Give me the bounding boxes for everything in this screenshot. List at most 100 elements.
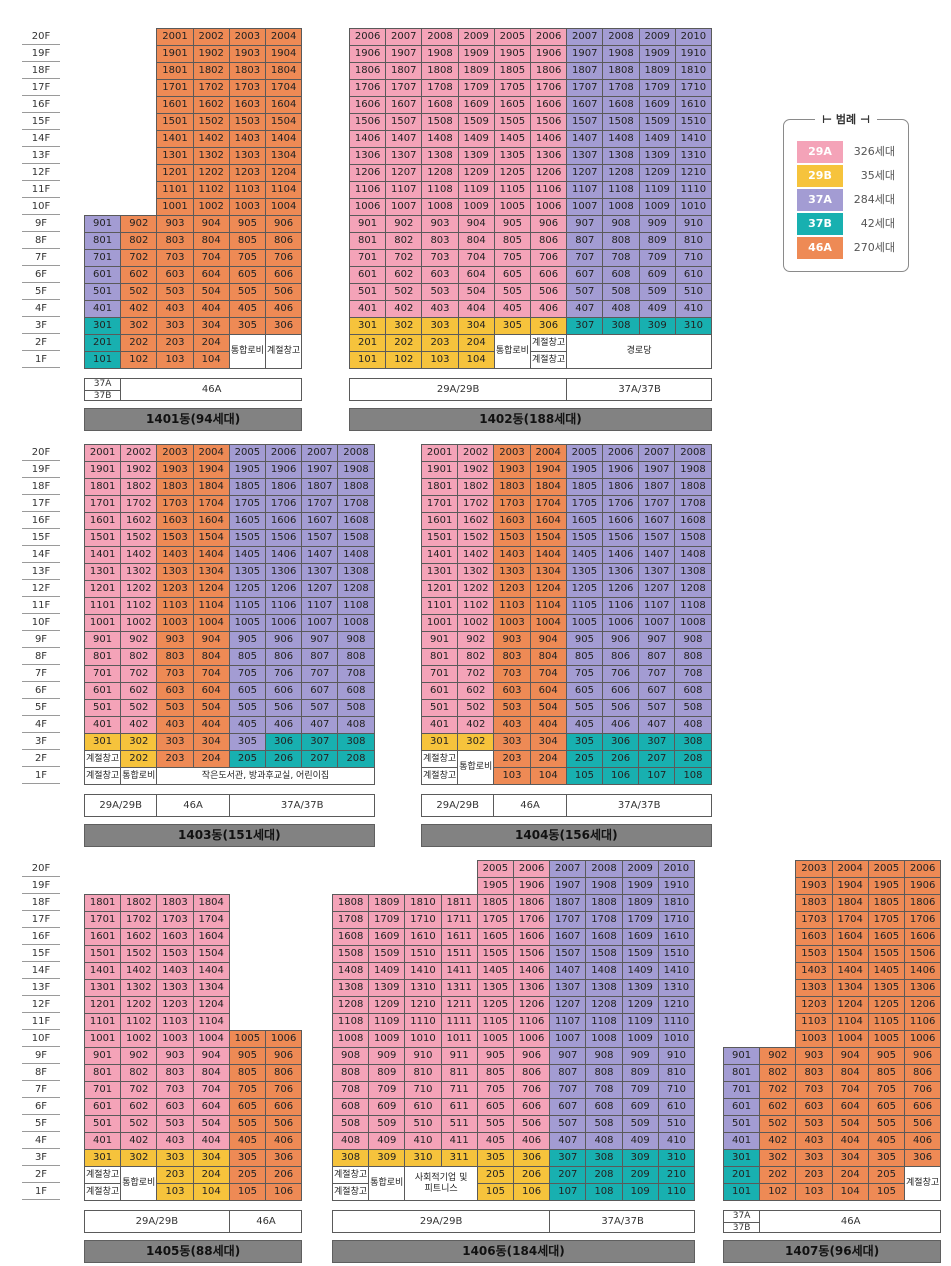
unit-cell[interactable]: 1004: [265, 198, 303, 216]
unit-cell[interactable]: 2009: [638, 28, 676, 46]
unit-cell[interactable]: 406: [265, 1132, 303, 1150]
unit-cell[interactable]: 1508: [674, 529, 712, 547]
unit-cell[interactable]: 802: [120, 648, 158, 666]
unit-cell[interactable]: 1207: [301, 580, 339, 598]
unit-cell[interactable]: 1003: [156, 1030, 194, 1048]
unit-cell[interactable]: 404: [831, 1132, 869, 1150]
unit-cell[interactable]: 1706: [602, 495, 640, 513]
unit-cell[interactable]: 1502: [120, 945, 158, 963]
unit-cell[interactable]: 306: [265, 733, 303, 751]
unit-cell[interactable]: 1504: [192, 529, 230, 547]
unit-cell[interactable]: 203: [156, 334, 194, 352]
unit-cell[interactable]: 1208: [332, 996, 370, 1014]
unit-cell[interactable]: 1808: [585, 894, 623, 912]
unit-cell[interactable]: 603: [156, 1098, 194, 1116]
unit-cell[interactable]: 504: [192, 699, 230, 717]
unit-cell[interactable]: 1301: [421, 563, 459, 581]
unit-cell[interactable]: 1604: [192, 512, 230, 530]
unit-cell[interactable]: 1704: [529, 495, 567, 513]
unit-cell[interactable]: 110: [657, 1183, 695, 1201]
unit-cell[interactable]: 1107: [566, 181, 604, 199]
unit-cell[interactable]: 405: [476, 1132, 514, 1150]
unit-cell[interactable]: 506: [265, 1115, 303, 1133]
unit-cell[interactable]: 2001: [156, 28, 194, 46]
unit-cell[interactable]: 904: [831, 1047, 869, 1065]
unit-cell[interactable]: 801: [349, 232, 387, 250]
unit-cell[interactable]: 805: [565, 648, 603, 666]
unit-cell[interactable]: 702: [120, 1081, 158, 1099]
unit-cell[interactable]: 403: [493, 716, 531, 734]
unit-cell[interactable]: 1007: [638, 614, 676, 632]
unit-cell[interactable]: 1908: [674, 461, 712, 479]
unit-cell[interactable]: 402: [385, 300, 423, 318]
unit-cell[interactable]: 505: [493, 283, 531, 301]
unit-cell[interactable]: 1509: [368, 945, 406, 963]
unit-cell[interactable]: 1505: [493, 113, 531, 131]
unit-cell[interactable]: 1805: [565, 478, 603, 496]
unit-cell[interactable]: 1308: [332, 979, 370, 997]
unit-cell[interactable]: 1910: [657, 877, 695, 895]
unit-cell[interactable]: 1803: [156, 478, 194, 496]
unit-cell[interactable]: 702: [120, 249, 158, 267]
unit-cell[interactable]: 1106: [602, 597, 640, 615]
unit-cell[interactable]: 708: [337, 665, 375, 683]
unit-cell[interactable]: 1608: [421, 96, 459, 114]
unit-cell[interactable]: 1308: [602, 147, 640, 165]
unit-cell[interactable]: 1108: [337, 597, 375, 615]
unit-cell[interactable]: 1408: [585, 962, 623, 980]
unit-cell[interactable]: 409: [368, 1132, 406, 1150]
unit-cell[interactable]: 1507: [638, 529, 676, 547]
unit-cell[interactable]: 706: [530, 249, 568, 267]
unit-cell[interactable]: 1805: [476, 894, 514, 912]
unit-cell[interactable]: 506: [530, 283, 568, 301]
unit-cell[interactable]: 1302: [120, 563, 158, 581]
unit-cell[interactable]: 306: [602, 733, 640, 751]
unit-cell[interactable]: 1008: [602, 198, 640, 216]
unit-cell[interactable]: 1011: [440, 1030, 478, 1048]
unit-cell[interactable]: 1906: [265, 461, 303, 479]
unit-cell[interactable]: 402: [457, 716, 495, 734]
unit-cell[interactable]: 608: [674, 682, 712, 700]
unit-cell[interactable]: 504: [529, 699, 567, 717]
unit-cell[interactable]: 1506: [904, 945, 942, 963]
unit-cell[interactable]: 304: [192, 733, 230, 751]
unit-cell[interactable]: 906: [265, 215, 303, 233]
unit-cell[interactable]: 705: [476, 1081, 514, 1099]
unit-cell[interactable]: 303: [156, 317, 194, 335]
unit-cell[interactable]: 1307: [566, 147, 604, 165]
unit-cell[interactable]: 1309: [457, 147, 495, 165]
unit-cell[interactable]: 902: [120, 631, 158, 649]
unit-cell[interactable]: 609: [621, 1098, 659, 1116]
unit-cell[interactable]: 602: [759, 1098, 797, 1116]
unit-cell[interactable]: 1211: [440, 996, 478, 1014]
unit-cell[interactable]: 1206: [602, 580, 640, 598]
unit-cell[interactable]: 606: [904, 1098, 942, 1116]
unit-cell[interactable]: 2006: [265, 444, 303, 462]
unit-cell[interactable]: 1607: [385, 96, 423, 114]
unit-cell[interactable]: 1108: [332, 1013, 370, 1031]
unit-cell[interactable]: 2007: [385, 28, 423, 46]
unit-cell[interactable]: 305: [565, 733, 603, 751]
unit-cell[interactable]: 910: [674, 215, 712, 233]
unit-cell[interactable]: 608: [337, 682, 375, 700]
unit-cell[interactable]: 101: [723, 1183, 761, 1201]
unit-cell[interactable]: 1003: [795, 1030, 833, 1048]
unit-cell[interactable]: 1110: [674, 181, 712, 199]
unit-cell[interactable]: 1602: [192, 96, 230, 114]
unit-cell[interactable]: 106: [513, 1183, 551, 1201]
unit-cell[interactable]: 706: [265, 1081, 303, 1099]
unit-cell[interactable]: 1009: [457, 198, 495, 216]
unit-cell[interactable]: 102: [120, 351, 158, 369]
unit-cell[interactable]: 1105: [867, 1013, 905, 1031]
unit-cell[interactable]: 806: [530, 232, 568, 250]
unit-cell[interactable]: 606: [530, 266, 568, 284]
unit-cell[interactable]: 1707: [385, 79, 423, 97]
unit-cell[interactable]: 807: [301, 648, 339, 666]
unit-cell[interactable]: 1802: [120, 478, 158, 496]
unit-cell[interactable]: 1102: [120, 1013, 158, 1031]
unit-cell[interactable]: 1710: [404, 911, 442, 929]
unit-cell[interactable]: 1006: [904, 1030, 942, 1048]
unit-cell[interactable]: 1003: [156, 614, 194, 632]
unit-cell[interactable]: 1709: [457, 79, 495, 97]
unit-cell[interactable]: 510: [674, 283, 712, 301]
